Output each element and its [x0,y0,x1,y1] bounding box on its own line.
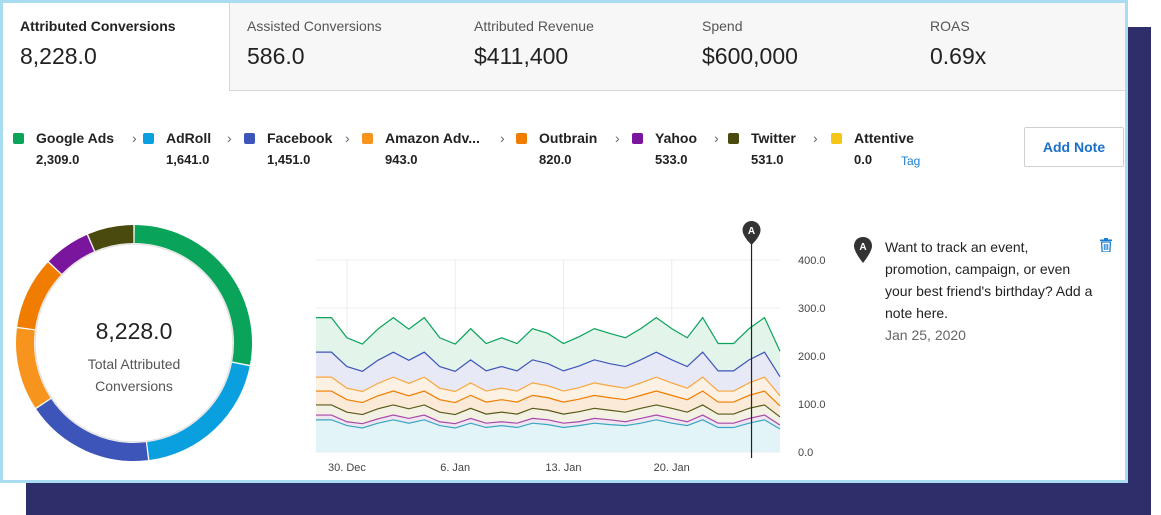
kpi-tab-attributed-conversions[interactable]: Attributed Conversions 8,228.0 [3,3,229,91]
kpi-tab-assisted-conversions[interactable]: Assisted Conversions 586.0 [229,3,457,91]
kpi-label: Attributed Revenue [474,18,594,34]
note-card: A Want to track an event, promotion, cam… [853,236,1118,356]
channel-color-swatch [516,133,527,144]
channel-color-swatch [13,133,24,144]
attributed-conversions-donut [16,225,252,461]
chart-marker-label: A [748,226,755,237]
donut-segment[interactable] [88,225,134,251]
x-tick-label: 30. Dec [328,462,366,474]
legend-item-google-ads[interactable]: Google Ads 2,309.0 › [13,128,138,173]
legend-name: AdRoll [166,130,212,146]
kpi-value: $411,400 [474,43,569,69]
legend-value: 2,309.0 [36,152,80,167]
chevron-right-icon: › [345,130,350,146]
donut-segment[interactable] [134,225,252,365]
chevron-right-icon: › [132,130,137,146]
series-line[interactable] [316,316,781,352]
legend-name: Google Ads [36,130,115,146]
kpi-value: 586.0 [247,43,305,69]
x-tick-label: 20. Jan [654,462,690,474]
legend-value: 531.0 [751,152,784,167]
legend-value: 0.0 [854,152,873,167]
channel-color-swatch [362,133,373,144]
kpi-tab-roas[interactable]: ROAS 0.69x [913,3,1125,91]
series-line[interactable] [316,351,781,377]
series-line[interactable] [316,404,781,418]
legend-name: Yahoo [655,130,698,146]
chart-marker-pin-icon[interactable] [742,221,761,245]
donut-center: 8,228.0 Total Attributed Conversions [12,221,256,465]
trash-icon[interactable] [1100,238,1112,252]
donut-total-value: 8,228.0 [95,318,173,344]
legend-name: Facebook [267,130,333,146]
chevron-right-icon: › [500,130,505,146]
kpi-tabs: Attributed Conversions 8,228.0 Assisted … [3,3,1125,91]
note-text: Want to track an event, promotion, campa… [885,239,1093,321]
chevron-right-icon: › [227,130,232,146]
legend-value: 1,451.0 [267,152,311,167]
x-tick-label: 13. Jan [545,462,581,474]
channel-color-swatch [831,133,842,144]
series-line[interactable] [316,376,781,397]
legend-item-twitter[interactable]: Twitter 531.0 › [728,128,828,173]
attribution-panel: Attributed Conversions 8,228.0 Assisted … [0,0,1128,483]
kpi-label: Assisted Conversions [247,18,382,34]
kpi-label: Spend [702,18,743,34]
legend-name: Twitter [751,130,796,146]
legend-name: Attentive [854,130,914,146]
kpi-label: ROAS [930,18,970,34]
legend-value: 1,641.0 [166,152,210,167]
kpi-label: Attributed Conversions [20,18,176,34]
y-tick-label: 200.0 [798,351,826,363]
legend-value: 943.0 [385,152,418,167]
donut-segment[interactable] [146,362,250,460]
note-marker-label: A [859,242,866,253]
note-date: Jan 25, 2020 [885,327,966,343]
y-tick-label: 400.0 [798,255,826,267]
legend-item-outbrain[interactable]: Outbrain 820.0 › [516,128,631,173]
channel-legend: Google Ads 2,309.0 › AdRoll 1,641.0 › Fa… [3,128,1013,178]
donut-segment[interactable] [48,234,95,275]
chevron-right-icon: › [615,130,620,146]
series-line[interactable] [316,419,781,430]
legend-item-attentive[interactable]: Attentive 0.0 Tag [831,128,951,173]
channel-color-swatch [728,133,739,144]
donut-segment[interactable] [17,262,62,330]
kpi-value: $600,000 [702,43,798,69]
donut-inner-ring [34,243,234,443]
donut-segment[interactable] [36,398,149,461]
channel-color-swatch [244,133,255,144]
legend-value: 533.0 [655,152,688,167]
legend-name: Outbrain [539,130,598,146]
kpi-tab-spend[interactable]: Spend $600,000 [685,3,913,91]
tag-link[interactable]: Tag [901,154,921,168]
donut-segment[interactable] [16,328,51,408]
channel-color-swatch [632,133,643,144]
series-line[interactable] [316,414,781,426]
y-tick-label: 300.0 [798,303,826,315]
series-line[interactable] [316,390,781,407]
kpi-value: 0.69x [930,43,987,69]
legend-item-facebook[interactable]: Facebook 1,451.0 › [244,128,359,173]
chevron-right-icon: › [813,130,818,146]
x-tick-label: 6. Jan [440,462,470,474]
donut-caption: Total Attributed Conversions [87,356,181,394]
conversions-stacked-area-chart: 0.0 100.0 200.0 300.0 400.0 30. Dec 6. Jan 13.… [316,221,826,474]
note-marker-pin-icon: A [854,237,872,263]
kpi-value: 8,228.0 [20,43,97,69]
series-area [316,419,780,452]
chevron-right-icon: › [714,130,719,146]
legend-item-amazon-advertising[interactable]: Amazon Adv... 943.0 › [362,128,512,173]
channel-color-swatch [143,133,154,144]
legend-value: 820.0 [539,152,572,167]
legend-item-yahoo[interactable]: Yahoo 533.0 › [632,128,727,173]
legend-name: Amazon Adv... [385,130,480,146]
kpi-tab-attributed-revenue[interactable]: Attributed Revenue $411,400 [457,3,685,91]
y-tick-label: 0.0 [798,447,813,459]
legend-item-adroll[interactable]: AdRoll 1,641.0 › [143,128,243,173]
y-tick-label: 100.0 [798,399,826,411]
add-note-button[interactable]: Add Note [1024,127,1124,167]
